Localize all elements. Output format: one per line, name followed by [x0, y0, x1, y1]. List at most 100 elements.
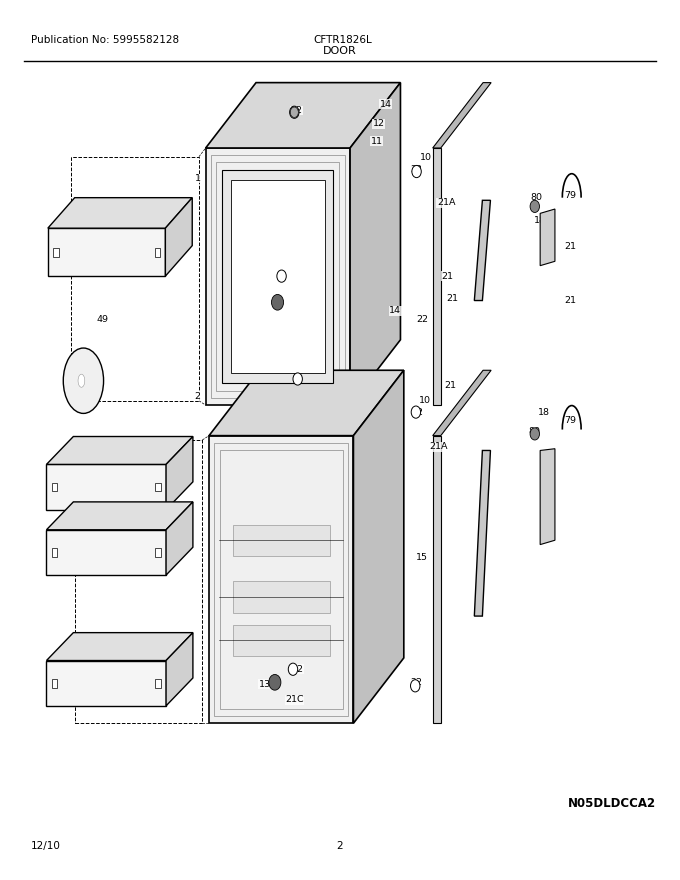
- Text: 79: 79: [564, 416, 577, 425]
- Text: 49: 49: [97, 315, 109, 324]
- Bar: [155, 548, 160, 557]
- Text: 80: 80: [530, 194, 542, 202]
- Polygon shape: [475, 201, 490, 301]
- Polygon shape: [46, 633, 193, 661]
- Text: 13A: 13A: [256, 294, 274, 304]
- Polygon shape: [432, 436, 441, 723]
- Circle shape: [277, 270, 286, 282]
- Bar: [52, 548, 57, 557]
- Text: DOOR: DOOR: [323, 46, 357, 56]
- Bar: [52, 678, 57, 687]
- Text: 10: 10: [420, 396, 431, 406]
- Polygon shape: [205, 83, 401, 148]
- Text: 13: 13: [258, 679, 271, 688]
- Text: 21: 21: [564, 296, 577, 305]
- Polygon shape: [46, 530, 166, 576]
- Text: 21: 21: [446, 294, 458, 304]
- Text: 18: 18: [537, 407, 549, 416]
- Text: 21A: 21A: [437, 198, 456, 208]
- Polygon shape: [46, 661, 166, 706]
- Text: 14: 14: [379, 100, 392, 109]
- Polygon shape: [46, 436, 193, 465]
- Circle shape: [269, 674, 281, 690]
- Text: 22: 22: [411, 678, 422, 686]
- Text: 21: 21: [444, 381, 456, 391]
- Text: 14: 14: [314, 375, 326, 384]
- Bar: [233, 524, 330, 556]
- Circle shape: [411, 679, 420, 692]
- Polygon shape: [222, 170, 333, 384]
- Polygon shape: [432, 370, 491, 436]
- Polygon shape: [350, 83, 401, 405]
- Circle shape: [290, 106, 299, 118]
- Polygon shape: [48, 228, 165, 276]
- Circle shape: [288, 664, 298, 675]
- Text: 22: 22: [411, 165, 422, 174]
- Text: 48B: 48B: [54, 477, 73, 487]
- Text: 22: 22: [416, 315, 428, 324]
- Text: 14: 14: [389, 306, 401, 316]
- Circle shape: [530, 201, 539, 212]
- Text: N05DLDCCA2: N05DLDCCA2: [568, 797, 656, 810]
- Bar: [233, 625, 330, 656]
- Text: 80: 80: [529, 427, 541, 436]
- Ellipse shape: [63, 348, 103, 414]
- Text: 11: 11: [371, 136, 383, 145]
- Polygon shape: [432, 83, 491, 148]
- Text: 21C: 21C: [285, 309, 304, 318]
- Polygon shape: [166, 436, 193, 510]
- Polygon shape: [46, 502, 193, 530]
- Polygon shape: [231, 180, 325, 373]
- Bar: [155, 678, 160, 687]
- Polygon shape: [540, 449, 555, 545]
- Text: 22: 22: [290, 106, 303, 115]
- Text: 22: 22: [292, 375, 304, 384]
- Polygon shape: [165, 198, 192, 276]
- Bar: [155, 483, 160, 491]
- Polygon shape: [432, 148, 441, 405]
- Polygon shape: [354, 370, 404, 723]
- Bar: [154, 248, 160, 256]
- Polygon shape: [475, 451, 490, 616]
- Polygon shape: [205, 148, 350, 405]
- Text: 1: 1: [194, 174, 201, 183]
- Polygon shape: [46, 465, 166, 510]
- Text: 22: 22: [411, 407, 423, 416]
- Polygon shape: [209, 370, 404, 436]
- Text: 21A: 21A: [430, 443, 448, 451]
- Text: 21C: 21C: [285, 695, 304, 704]
- Text: 7: 7: [80, 371, 86, 380]
- Circle shape: [411, 406, 421, 418]
- Text: 12: 12: [373, 119, 385, 128]
- Text: 22: 22: [292, 664, 304, 674]
- Bar: [52, 483, 57, 491]
- Text: 2: 2: [194, 392, 201, 401]
- Text: 2: 2: [337, 841, 343, 852]
- Text: 15: 15: [416, 554, 428, 562]
- Circle shape: [271, 295, 284, 310]
- Polygon shape: [166, 502, 193, 576]
- Text: 48A: 48A: [50, 534, 68, 543]
- Circle shape: [293, 373, 303, 385]
- Ellipse shape: [78, 374, 85, 387]
- Text: 49: 49: [73, 240, 86, 249]
- Text: Publication No: 5995582128: Publication No: 5995582128: [31, 34, 179, 45]
- Circle shape: [530, 428, 539, 440]
- Text: 12/10: 12/10: [31, 841, 61, 852]
- Polygon shape: [166, 633, 193, 706]
- Bar: [233, 581, 330, 612]
- Text: 10: 10: [420, 153, 432, 162]
- Polygon shape: [48, 198, 192, 228]
- Circle shape: [412, 165, 422, 178]
- Text: 21: 21: [564, 242, 577, 251]
- Text: 21: 21: [441, 272, 454, 281]
- Circle shape: [290, 107, 299, 118]
- Text: 48: 48: [80, 679, 92, 688]
- Polygon shape: [209, 436, 354, 723]
- Text: 22: 22: [277, 272, 290, 281]
- Polygon shape: [540, 209, 555, 266]
- Text: 18A: 18A: [534, 216, 553, 224]
- Text: CFTR1826L: CFTR1826L: [313, 34, 372, 45]
- Bar: [53, 248, 58, 256]
- Text: 79: 79: [564, 192, 577, 201]
